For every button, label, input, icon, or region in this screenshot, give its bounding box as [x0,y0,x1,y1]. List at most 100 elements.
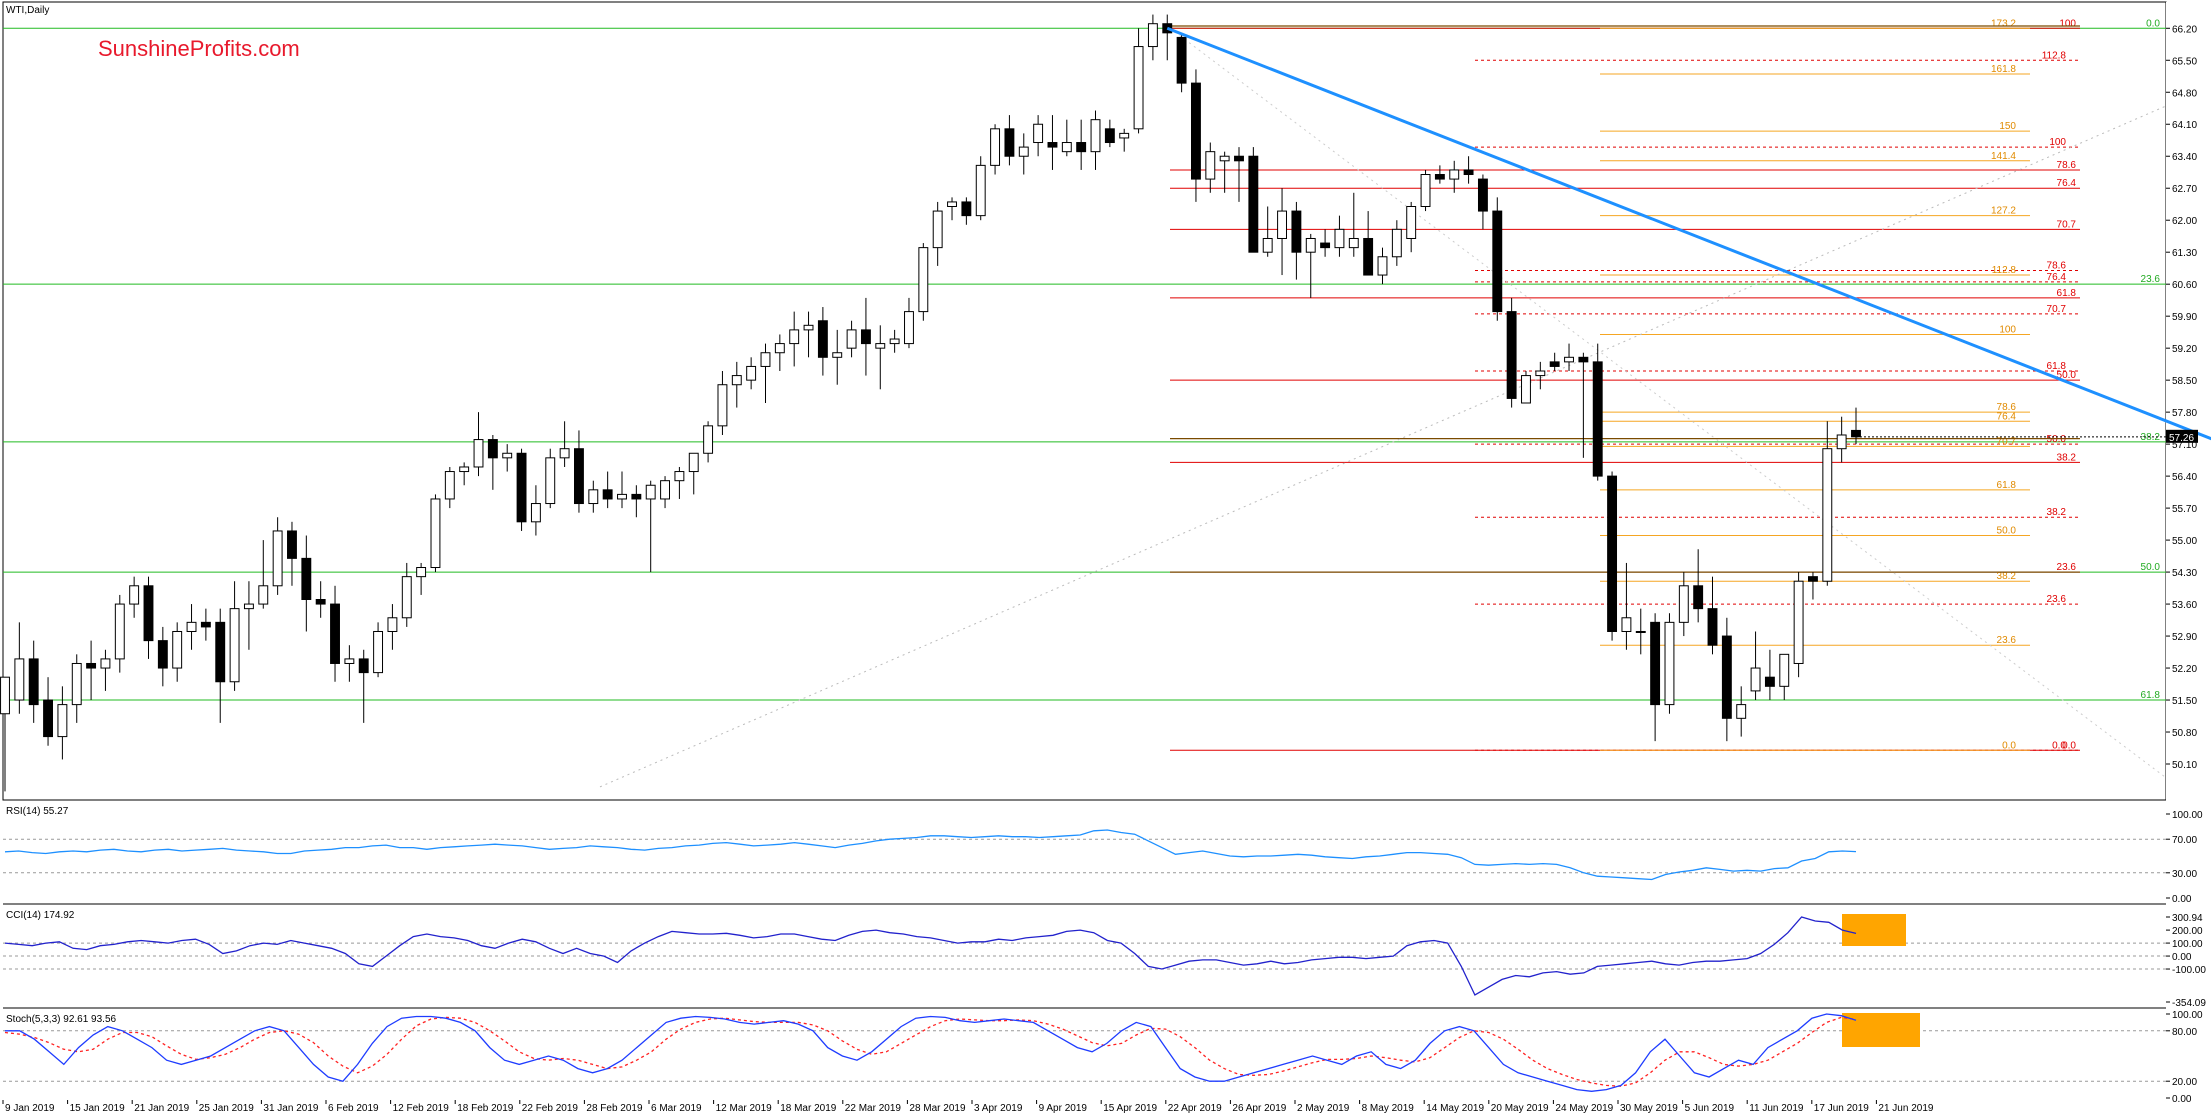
date-tick-label: 28 Feb 2019 [586,1103,643,1114]
candle-body [932,210,943,249]
rsi-header: RSI(14) 55.27 [6,806,69,817]
candle-body [1650,621,1661,706]
fib-red-dotted-label: 100 [2049,137,2066,148]
fib-orange-label: 78.6 [1997,402,2017,413]
price-tick-label: 57.80 [2172,408,2197,419]
cci-header: CCI(14) 174.92 [6,910,75,921]
price-tick-label: 57.10 [2172,440,2197,451]
candle-body [1348,237,1359,249]
indicator-tick-label: 30.00 [2172,869,2197,880]
fib-red-label: 0.0 [2062,740,2076,751]
indicator-tick-label: -100.00 [2172,965,2206,976]
fib-orange-label: 141.4 [1991,151,2016,162]
candle-body [545,457,556,505]
current-price-box [2166,429,2198,443]
candle-body [1277,210,1287,239]
cci-line [4,916,1857,996]
candle-body [172,630,183,669]
candle-body [143,585,154,642]
date-tick-label: 6 Feb 2019 [328,1103,379,1114]
fib-orange-label: 70.7 [1997,436,2017,447]
fib-red-label: 78.6 [2057,160,2077,171]
price-tick-label: 64.10 [2172,120,2197,131]
indicator-tick-label: 100.00 [2172,810,2203,821]
stoch-header: Stoch(5,3,3) 92.61 93.56 [6,1014,117,1025]
stoch-k-line [5,1013,1857,1092]
candle-body [1822,448,1833,582]
candle-body [1090,119,1101,153]
fib-red-label: 100 [2059,18,2076,29]
date-tick-label: 9 Jan 2019 [5,1103,55,1114]
fib-orange-label: 23.6 [1997,635,2017,646]
date-tick-label: 8 May 2019 [1362,1103,1415,1114]
date-tick-label: 17 Jun 2019 [1814,1103,1869,1114]
candle-body [961,201,972,217]
candle-body [674,471,685,482]
symbol-label: WTI,Daily [6,5,49,16]
fib-red-label: 76.4 [2057,178,2077,189]
candle-body [301,557,312,600]
fib-orange-label: 161.8 [1991,64,2016,75]
date-tick-label: 2 May 2019 [1297,1103,1350,1114]
candle-body [1449,169,1460,180]
date-tick-label: 28 Mar 2019 [909,1103,966,1114]
candle-body [1549,361,1560,367]
date-tick-label: 9 Apr 2019 [1039,1103,1088,1114]
projection-line [1169,27,2167,779]
candle-body [1133,46,1144,130]
brand-watermark: SunshineProfits.com [98,36,300,61]
candle-body [1477,178,1488,212]
candle-body [803,324,814,331]
fib-red-dotted-label: 76.4 [2047,272,2067,283]
date-tick-label: 18 Feb 2019 [457,1103,514,1114]
candle-body [1578,356,1589,363]
candle-body [947,201,957,208]
candle-body [631,493,642,500]
date-tick-label: 15 Apr 2019 [1103,1103,1157,1114]
date-tick-label: 21 Jun 2019 [1878,1103,1933,1114]
resistance-trendline [1166,26,2211,441]
candle-body [1391,228,1402,258]
candle-body [760,352,771,367]
candle-body [1592,361,1603,477]
price-tick-label: 62.00 [2172,216,2197,227]
candle-body [559,448,570,459]
price-tick-label: 59.20 [2172,344,2197,355]
candle-body [502,452,513,459]
candle-body [1463,169,1474,176]
price-panel-frame [2,1,2167,801]
price-tick-label: 61.30 [2172,248,2197,259]
candle-body [660,480,670,500]
candle-body [617,493,627,500]
candle-body [990,128,1001,166]
candle-body [1176,36,1187,84]
candle-body [1535,370,1546,377]
candle-body [229,608,240,683]
candle-body [1234,155,1244,162]
candlestick-series [0,14,1861,792]
candle-body [588,489,599,505]
candle-body [86,662,97,669]
trendline-layer [1166,26,2211,441]
candle-body [1334,228,1345,249]
candle-body [1707,608,1718,646]
price-axis-area [2166,2,2211,1092]
candle-body [746,365,757,381]
date-tick-label: 11 Jun 2019 [1749,1103,1804,1114]
price-tick-label: 52.20 [2172,664,2197,675]
price-tick-label: 51.50 [2172,696,2197,707]
candle-body [918,247,929,313]
candle-body [43,699,53,738]
fib-orange-label: 0.0 [2002,740,2016,751]
price-tick-label: 56.40 [2172,472,2197,483]
candle-body [157,640,168,669]
indicator-tick-label: -354.09 [2172,998,2206,1009]
candle-body [1521,375,1531,404]
date-tick-label: 5 Jun 2019 [1685,1103,1735,1114]
candle-body [28,658,39,706]
candle-body [330,603,340,664]
candle-body [1836,434,1847,450]
candle-body [1764,676,1775,687]
candle-body [1492,210,1503,313]
candle-body [904,311,914,345]
